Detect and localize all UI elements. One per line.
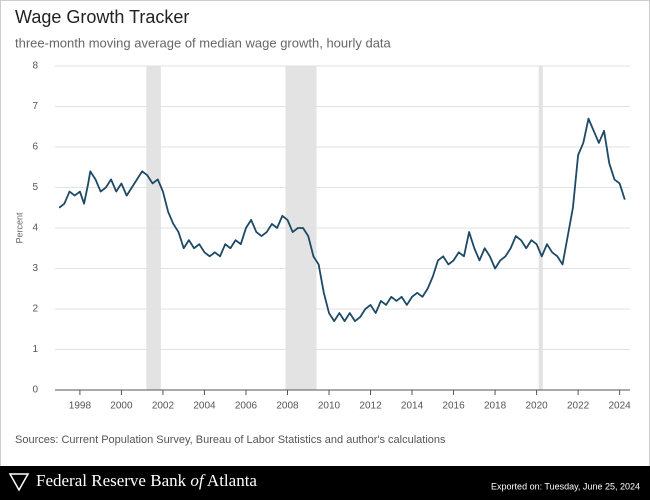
x-tick-label: 2018 — [484, 401, 507, 412]
bank-name-part: of — [190, 471, 206, 490]
x-tick-label: 2008 — [276, 401, 299, 412]
y-tick-label: 3 — [32, 263, 38, 274]
x-tick-label: 2002 — [152, 401, 175, 412]
y-tick-label: 7 — [32, 101, 38, 112]
y-tick-label: 6 — [32, 142, 38, 153]
bank-name-part: Federal Reserve Bank — [36, 471, 187, 490]
y-tick-label: 0 — [32, 385, 38, 396]
x-tick-label: 2020 — [525, 401, 548, 412]
y-axis-label: Percent — [14, 212, 24, 244]
chart-subtitle: three-month moving average of median wag… — [15, 35, 392, 50]
x-tick-label: 2004 — [193, 401, 216, 412]
chart-title: Wage Growth Tracker — [15, 7, 189, 27]
y-tick-label: 5 — [32, 182, 38, 193]
y-tick-label: 2 — [32, 304, 38, 315]
x-tick-label: 2022 — [567, 401, 590, 412]
x-tick-label: 2016 — [442, 401, 465, 412]
source-note: Sources: Current Population Survey, Bure… — [15, 434, 446, 446]
x-tick-label: 2012 — [359, 401, 382, 412]
export-date: Exported on: Tuesday, June 25, 2024 — [491, 481, 640, 491]
footer-band — [0, 466, 650, 500]
x-tick-label: 2024 — [608, 401, 631, 412]
y-tick-label: 1 — [32, 344, 38, 355]
wage-growth-line — [58, 117, 626, 323]
x-tick-label: 1998 — [69, 401, 92, 412]
x-tick-label: 2010 — [318, 401, 341, 412]
x-tick-label: 2014 — [401, 401, 424, 412]
y-tick-label: 4 — [32, 223, 38, 234]
x-tick-label: 2000 — [110, 401, 133, 412]
bank-name-part: Atlanta — [207, 471, 257, 490]
bank-logo — [8, 473, 30, 492]
y-tick-label: 8 — [32, 61, 38, 72]
x-tick-label: 2006 — [235, 401, 258, 412]
bank-name: Federal Reserve Bank of Atlanta — [36, 471, 257, 490]
